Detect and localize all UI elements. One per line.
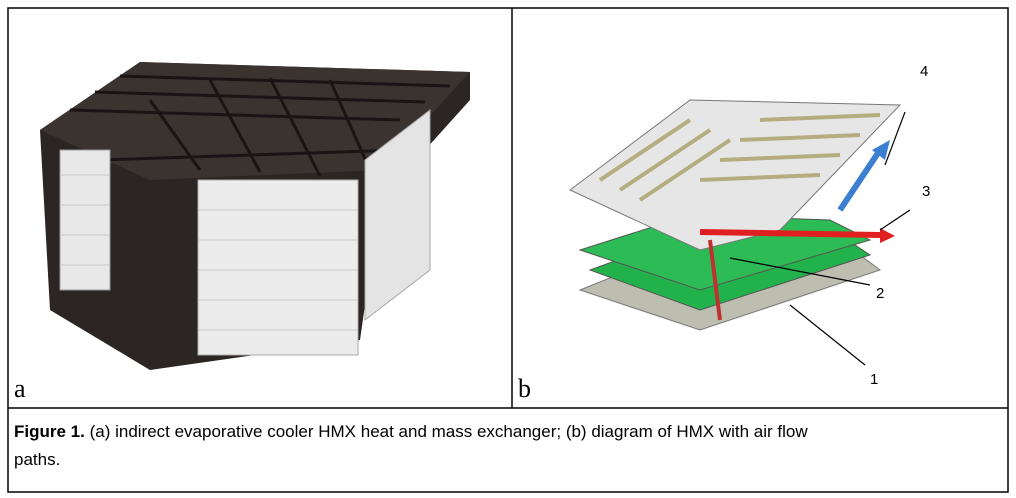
caption-label: Figure 1. [14, 422, 85, 441]
callout: 2 [876, 285, 884, 302]
caption-text: (a) indirect evaporative cooler HMX heat… [14, 422, 808, 469]
page: 4 3 2 1 a b Figure 1. (a) indirect evapo… [0, 0, 1016, 498]
hmx-diagram: 4 3 2 1 [570, 63, 930, 388]
caption: Figure 1. (a) indirect evaporative coole… [14, 418, 814, 474]
panel-label: a [14, 374, 26, 404]
callout: 1 [870, 371, 878, 388]
callout: 3 [922, 183, 930, 200]
cooler-illustration [40, 62, 470, 370]
callout: 4 [920, 63, 928, 80]
panel-label: b [518, 374, 531, 404]
